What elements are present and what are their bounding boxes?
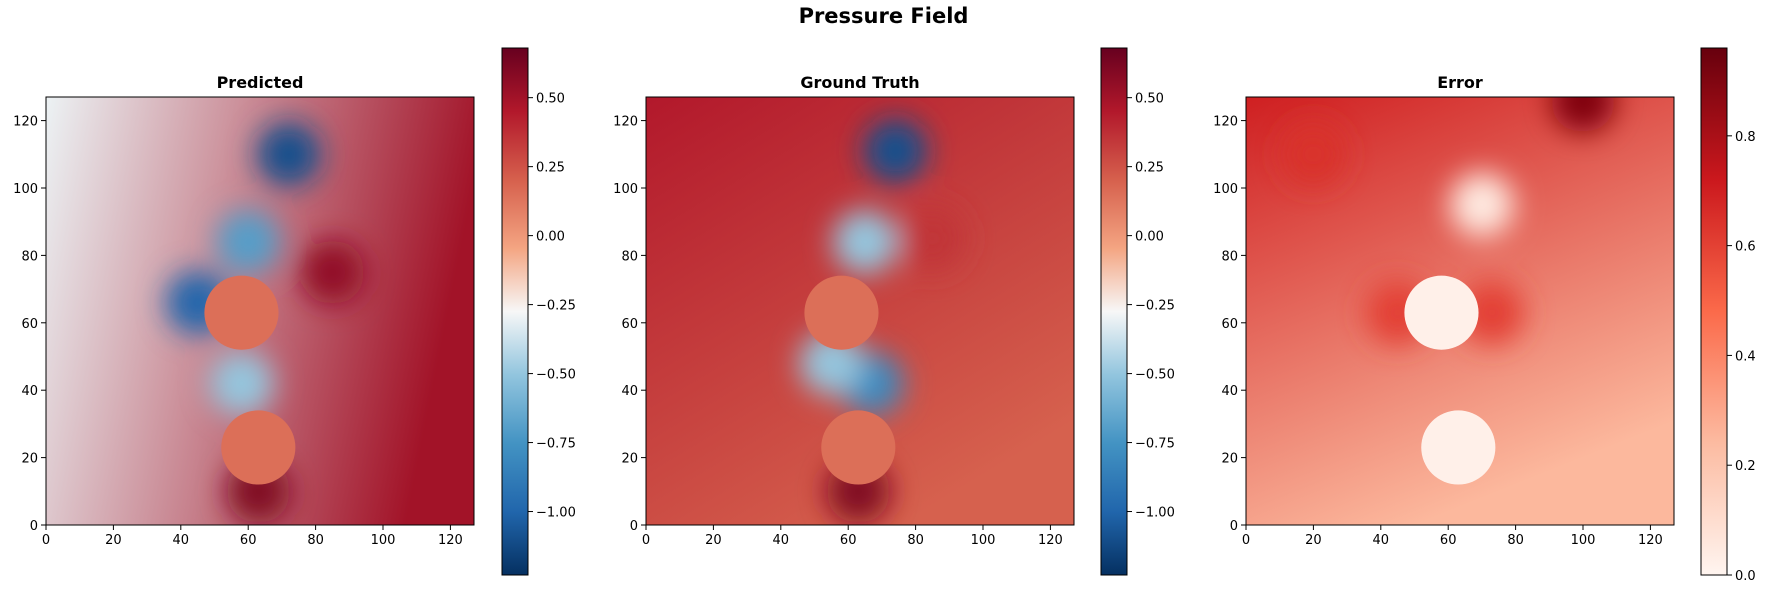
figure-title: Pressure Field: [798, 4, 969, 28]
colorbar-tick-label: 0.50: [536, 92, 565, 107]
y-tick-label: 100: [1213, 182, 1238, 197]
field-blob: [256, 122, 321, 187]
x-tick-label: 100: [371, 533, 396, 548]
x-tick-label: 80: [907, 533, 924, 548]
obstacle-disk: [821, 410, 896, 485]
colorbar-tick-label: −0.50: [1135, 368, 1175, 383]
y-tick-label: 120: [13, 115, 38, 130]
field-blob: [216, 209, 281, 274]
heatmap-field-1: [46, 97, 474, 525]
field-blob: [833, 209, 898, 274]
obstacle-disk: [804, 275, 879, 350]
y-tick-label: 80: [621, 249, 638, 264]
y-tick-label: 100: [613, 182, 638, 197]
y-tick-label: 40: [21, 384, 38, 399]
colorbar-tick-label: 0.2: [1735, 459, 1756, 474]
panel-title-3: Error: [1437, 73, 1483, 92]
field-blob: [863, 118, 928, 183]
x-tick-label: 120: [438, 533, 463, 548]
x-tick-label: 20: [1305, 533, 1322, 548]
y-tick-label: 100: [13, 182, 38, 197]
y-tick-label: 20: [1221, 452, 1238, 467]
y-tick-label: 80: [21, 249, 38, 264]
colorbar-tick-label: 0.00: [1135, 230, 1164, 245]
y-tick-label: 0: [1230, 519, 1238, 534]
x-tick-label: 120: [1638, 533, 1663, 548]
panel-title-2: Ground Truth: [800, 73, 920, 92]
plot-frame: [1245, 96, 1675, 526]
x-tick-label: 40: [173, 533, 190, 548]
colorbar-tick-label: −0.75: [536, 437, 576, 452]
x-tick-label: 100: [971, 533, 996, 548]
y-tick-label: 120: [1213, 115, 1238, 130]
y-tick-label: 60: [621, 317, 638, 332]
x-tick-label: 20: [105, 533, 122, 548]
x-tick-label: 40: [1373, 533, 1390, 548]
field-blob: [1449, 172, 1514, 237]
colorbar-tick-label: −1.00: [1135, 506, 1175, 521]
x-tick-label: 60: [840, 533, 857, 548]
colorbar-tick-label: 0.00: [536, 230, 565, 245]
colorbar-tick-label: −0.25: [1135, 299, 1175, 314]
y-tick-label: 0: [30, 519, 38, 534]
colorbar: [1700, 47, 1728, 576]
y-tick-label: 120: [613, 115, 638, 130]
field-blob: [300, 240, 365, 305]
x-tick-label: 120: [1038, 533, 1063, 548]
x-tick-label: 0: [42, 533, 50, 548]
x-tick-label: 80: [1507, 533, 1524, 548]
colorbar-tick-label: −0.25: [536, 299, 576, 314]
colorbar: [1100, 47, 1128, 576]
field-blob: [209, 351, 274, 416]
heatmap-field-3: [1246, 97, 1674, 525]
field-blob: [900, 206, 965, 271]
y-tick-label: 80: [1221, 249, 1238, 264]
x-tick-label: 0: [1242, 533, 1250, 548]
colorbar-tick-label: −1.00: [536, 506, 576, 521]
x-tick-label: 0: [642, 533, 650, 548]
colorbar-tick-label: −0.75: [1135, 437, 1175, 452]
x-tick-label: 20: [705, 533, 722, 548]
colorbar-tick-label: −0.50: [536, 368, 576, 383]
heatmap-field-2: [646, 97, 1074, 525]
field-blob: [1281, 122, 1346, 187]
y-tick-label: 60: [21, 317, 38, 332]
colorbar-tick-label: 0.25: [536, 161, 565, 176]
obstacle-disk: [1404, 275, 1479, 350]
y-tick-label: 60: [1221, 317, 1238, 332]
plot-frame: [645, 96, 1075, 526]
x-tick-label: 60: [1440, 533, 1457, 548]
y-tick-label: 0: [630, 519, 638, 534]
colorbar-tick-label: 0.25: [1135, 161, 1164, 176]
colorbar-tick-label: 0.8: [1735, 130, 1756, 145]
x-tick-label: 100: [1571, 533, 1596, 548]
y-tick-label: 40: [1221, 384, 1238, 399]
panel-title-1: Predicted: [216, 73, 304, 92]
colorbar: [501, 47, 529, 576]
colorbar-tick-label: 0.50: [1135, 92, 1164, 107]
obstacle-disk: [1421, 410, 1496, 485]
y-tick-label: 40: [621, 384, 638, 399]
colorbar-tick-label: 0.0: [1735, 569, 1756, 584]
obstacle-disk: [221, 410, 296, 485]
field-blob: [1460, 280, 1525, 345]
y-tick-label: 20: [621, 452, 638, 467]
x-tick-label: 80: [307, 533, 324, 548]
y-tick-label: 20: [21, 452, 38, 467]
plot-frame: [45, 96, 475, 526]
obstacle-disk: [204, 275, 279, 350]
x-tick-label: 40: [773, 533, 790, 548]
colorbar-tick-label: 0.4: [1735, 349, 1756, 364]
field-blob: [1551, 97, 1615, 133]
colorbar-tick-label: 0.6: [1735, 240, 1756, 255]
x-tick-label: 60: [240, 533, 257, 548]
